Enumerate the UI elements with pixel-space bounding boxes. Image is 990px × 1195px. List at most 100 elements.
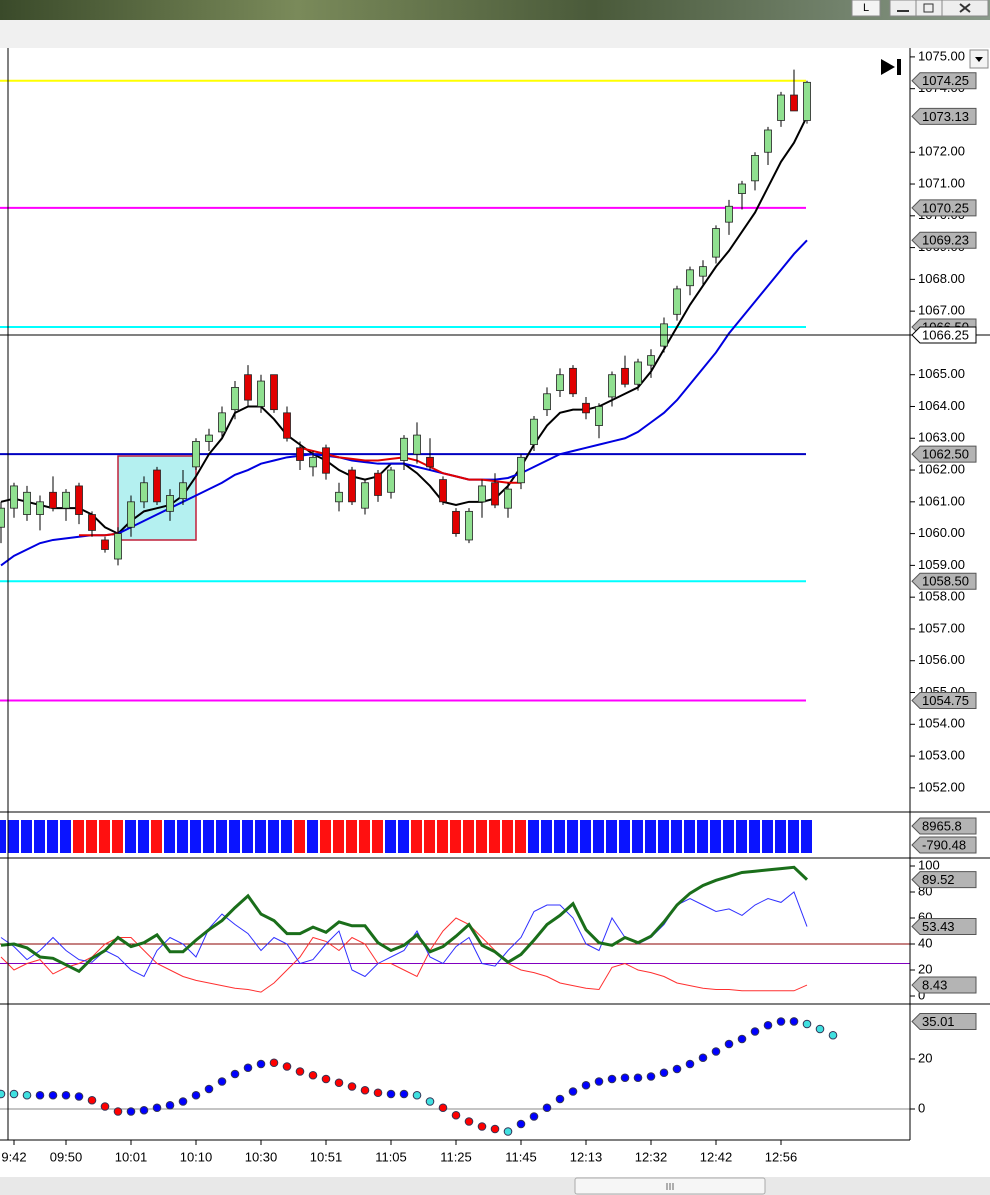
candle-body [335, 491, 343, 503]
signal-block [476, 820, 487, 853]
candle-body [569, 367, 577, 395]
oscillator-dot [620, 1073, 630, 1083]
candle-body [595, 406, 603, 426]
oscillator-dot [48, 1090, 58, 1100]
restore-icon [923, 3, 934, 13]
price-marker [911, 1012, 977, 1030]
go-to-end[interactable] [881, 59, 901, 75]
y-tick-label: 1059.00 [918, 557, 965, 572]
candle-body [556, 374, 564, 391]
signal-block [307, 820, 318, 853]
oscillator-dot [828, 1030, 838, 1040]
oscillator-line [0, 917, 808, 993]
signal-block [541, 820, 552, 853]
price-marker [911, 817, 977, 835]
price-marker [911, 199, 977, 217]
signal-block [0, 820, 6, 853]
oscillator-dot [659, 1068, 669, 1078]
moving-average [299, 446, 521, 484]
price-marker-label: 1066.25 [922, 327, 969, 342]
oscillator-dot [0, 1089, 6, 1099]
price-marker [911, 445, 977, 463]
signal-block [801, 820, 812, 853]
price-marker-label: 1058.50 [922, 574, 969, 589]
signal-block [736, 820, 747, 853]
x-tick-label: 9:42 [1, 1149, 26, 1164]
y-tick-label: 0 [918, 1100, 925, 1115]
signal-block [385, 820, 396, 853]
oscillator-dot [776, 1017, 786, 1026]
signal-block [359, 820, 370, 853]
oscillator-dot [529, 1112, 539, 1121]
candle-body [465, 510, 473, 541]
candle-body [530, 418, 538, 446]
oscillator-dot [477, 1122, 487, 1131]
x-tick-label: 09:50 [50, 1149, 83, 1164]
price-marker-label: 1054.75 [922, 693, 969, 708]
signal-block [632, 820, 643, 853]
candle-body [205, 434, 213, 442]
signal-block [151, 820, 162, 853]
signal-block [203, 820, 214, 853]
signal-block [723, 820, 734, 853]
signal-block [671, 820, 682, 853]
candle-body [699, 266, 707, 277]
signal-block [164, 820, 175, 853]
minimize-button[interactable] [889, 0, 917, 17]
signal-block [762, 820, 773, 853]
dropdown-arrow [975, 57, 983, 62]
window-controls [889, 0, 989, 17]
candle-body [673, 288, 681, 315]
oscillator-dot [763, 1020, 773, 1030]
signal-block [294, 820, 305, 853]
price-marker [911, 72, 977, 90]
title-bar [0, 0, 990, 20]
layout-button[interactable] [851, 0, 881, 17]
x-tick-label: 10:51 [310, 1149, 343, 1164]
candle-body [309, 456, 317, 468]
price-marker-label: 1062.50 [922, 447, 969, 462]
candle-body [608, 374, 616, 398]
y-tick-label: 1063.00 [918, 430, 965, 445]
candle-body [88, 514, 96, 531]
signal-block [528, 820, 539, 853]
oscillator-dot [243, 1063, 253, 1073]
oscillator-dot [360, 1085, 370, 1095]
price-marker-label: -790.48 [922, 837, 966, 852]
price-marker [911, 976, 977, 994]
oscillator-dot [425, 1097, 435, 1106]
close-icon [959, 3, 971, 13]
restore-button[interactable] [915, 0, 943, 17]
y-tick-label: 1065.00 [918, 366, 965, 381]
candle-body [738, 183, 746, 194]
scrollbar[interactable] [0, 1177, 990, 1195]
oscillator-dot [607, 1074, 617, 1084]
y-tick-label: 1072.00 [918, 144, 965, 159]
candle-body [517, 456, 525, 484]
oscillator-dot [308, 1070, 318, 1080]
signal-block [489, 820, 500, 853]
oscillator-dot [22, 1090, 32, 1100]
x-tick-label: 11:05 [375, 1149, 407, 1164]
price-marker-label: 53.43 [922, 919, 955, 934]
oscillator-dot [269, 1058, 279, 1068]
x-tick-label: 10:10 [180, 1149, 213, 1164]
y-tick-label: 1064.00 [918, 398, 965, 413]
oscillator-dot [191, 1090, 201, 1100]
candle-body [374, 472, 382, 496]
candle-body [400, 437, 408, 461]
x-tick-label: 11:45 [505, 1149, 537, 1164]
candle-body [634, 361, 642, 385]
price-marker [911, 107, 977, 125]
y-tick-label: 40 [918, 935, 932, 950]
candle-body [413, 434, 421, 455]
signal-block [372, 820, 383, 853]
signal-block [775, 820, 786, 853]
candle-body [179, 482, 187, 500]
signal-block [281, 820, 292, 853]
price-marker-label: 1069.23 [922, 233, 969, 248]
oscillator-dot [750, 1027, 760, 1036]
candle-body [127, 501, 135, 528]
x-tick-label: 10:30 [245, 1149, 278, 1164]
